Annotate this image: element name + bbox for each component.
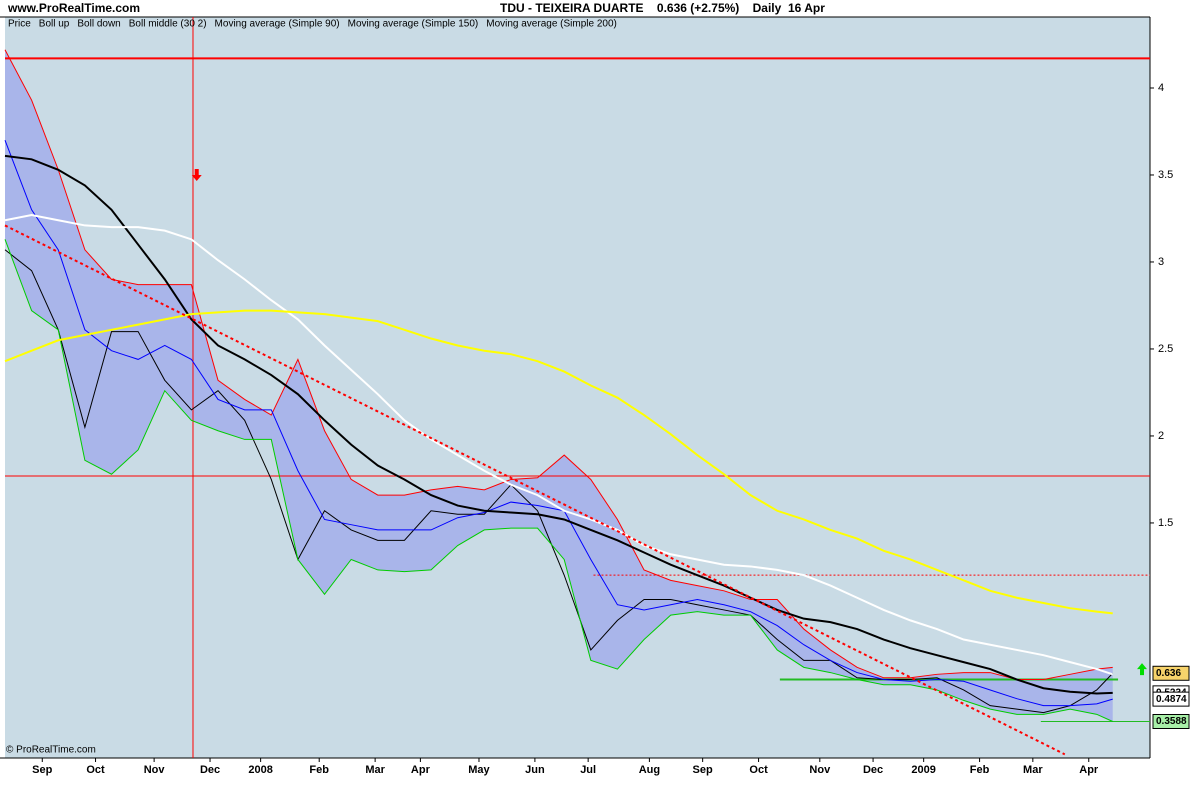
indicator-line xyxy=(4,309,1113,615)
x-tick-label: 2008 xyxy=(248,764,272,776)
price-label-box xyxy=(1152,713,1190,729)
x-tick-label: 2009 xyxy=(911,764,935,776)
x-tick-label: Sep xyxy=(693,764,713,776)
y-tick-label: 3.5 xyxy=(1158,169,1173,181)
price-label-box xyxy=(1152,665,1190,681)
y-tick-label: 2.5 xyxy=(1158,343,1173,355)
price-label: 0.4874 xyxy=(1156,694,1187,705)
price-label: 0.636 xyxy=(1156,668,1181,679)
indicator-line xyxy=(4,154,1113,695)
y-tick-label: 1.5 xyxy=(1158,517,1173,529)
x-tick-label: Dec xyxy=(200,764,220,776)
price-label: 0.3588 xyxy=(1156,716,1187,727)
legend-entry: Moving average (Simple 90) xyxy=(215,19,340,30)
indicator-line xyxy=(4,213,1114,676)
indicator-line xyxy=(4,49,1113,681)
legend-entry: Price xyxy=(8,19,31,30)
legend-entry: Moving average (Simple 150) xyxy=(348,19,479,30)
legend-entry: Boll down xyxy=(77,19,120,30)
x-tick-label: Apr xyxy=(411,764,431,776)
arrow xyxy=(191,168,202,181)
legend-entry: Boll middle (30 2) xyxy=(129,19,207,30)
y-tick-label: 4 xyxy=(1158,82,1164,94)
x-tick-label: Feb xyxy=(309,764,329,776)
price-line xyxy=(4,249,1114,714)
x-tick-label: Nov xyxy=(809,764,831,776)
x-tick-label: Oct xyxy=(749,764,768,776)
x-tick-label: Nov xyxy=(144,764,166,776)
chart-title: TDU - TEIXEIRA DUARTE 0.636 (+2.75%) Dai… xyxy=(500,1,825,15)
x-tick-label: Feb xyxy=(970,764,990,776)
legend-entry: Moving average (Simple 200) xyxy=(486,19,617,30)
x-tick-label: Mar xyxy=(365,764,385,776)
indicator-line xyxy=(4,239,1113,722)
x-tick-label: Mar xyxy=(1023,764,1043,776)
x-tick-label: Jul xyxy=(580,764,596,776)
copyright: © ProRealTime.com xyxy=(6,745,96,756)
arrow xyxy=(1137,663,1148,676)
x-tick-label: Aug xyxy=(639,764,660,776)
x-tick-label: Jun xyxy=(525,764,545,776)
x-tick-label: May xyxy=(468,764,490,776)
x-tick-label: Oct xyxy=(86,764,105,776)
legend-entry: Boll up xyxy=(39,19,70,30)
price-label-box xyxy=(1152,691,1190,707)
y-tick-label: 3 xyxy=(1158,256,1164,268)
x-tick-label: Apr xyxy=(1079,764,1099,776)
x-tick-label: Sep xyxy=(32,764,52,776)
y-tick-label: 2 xyxy=(1158,430,1164,442)
site-name: www.ProRealTime.com xyxy=(7,1,140,15)
x-tick-label: Dec xyxy=(863,764,883,776)
